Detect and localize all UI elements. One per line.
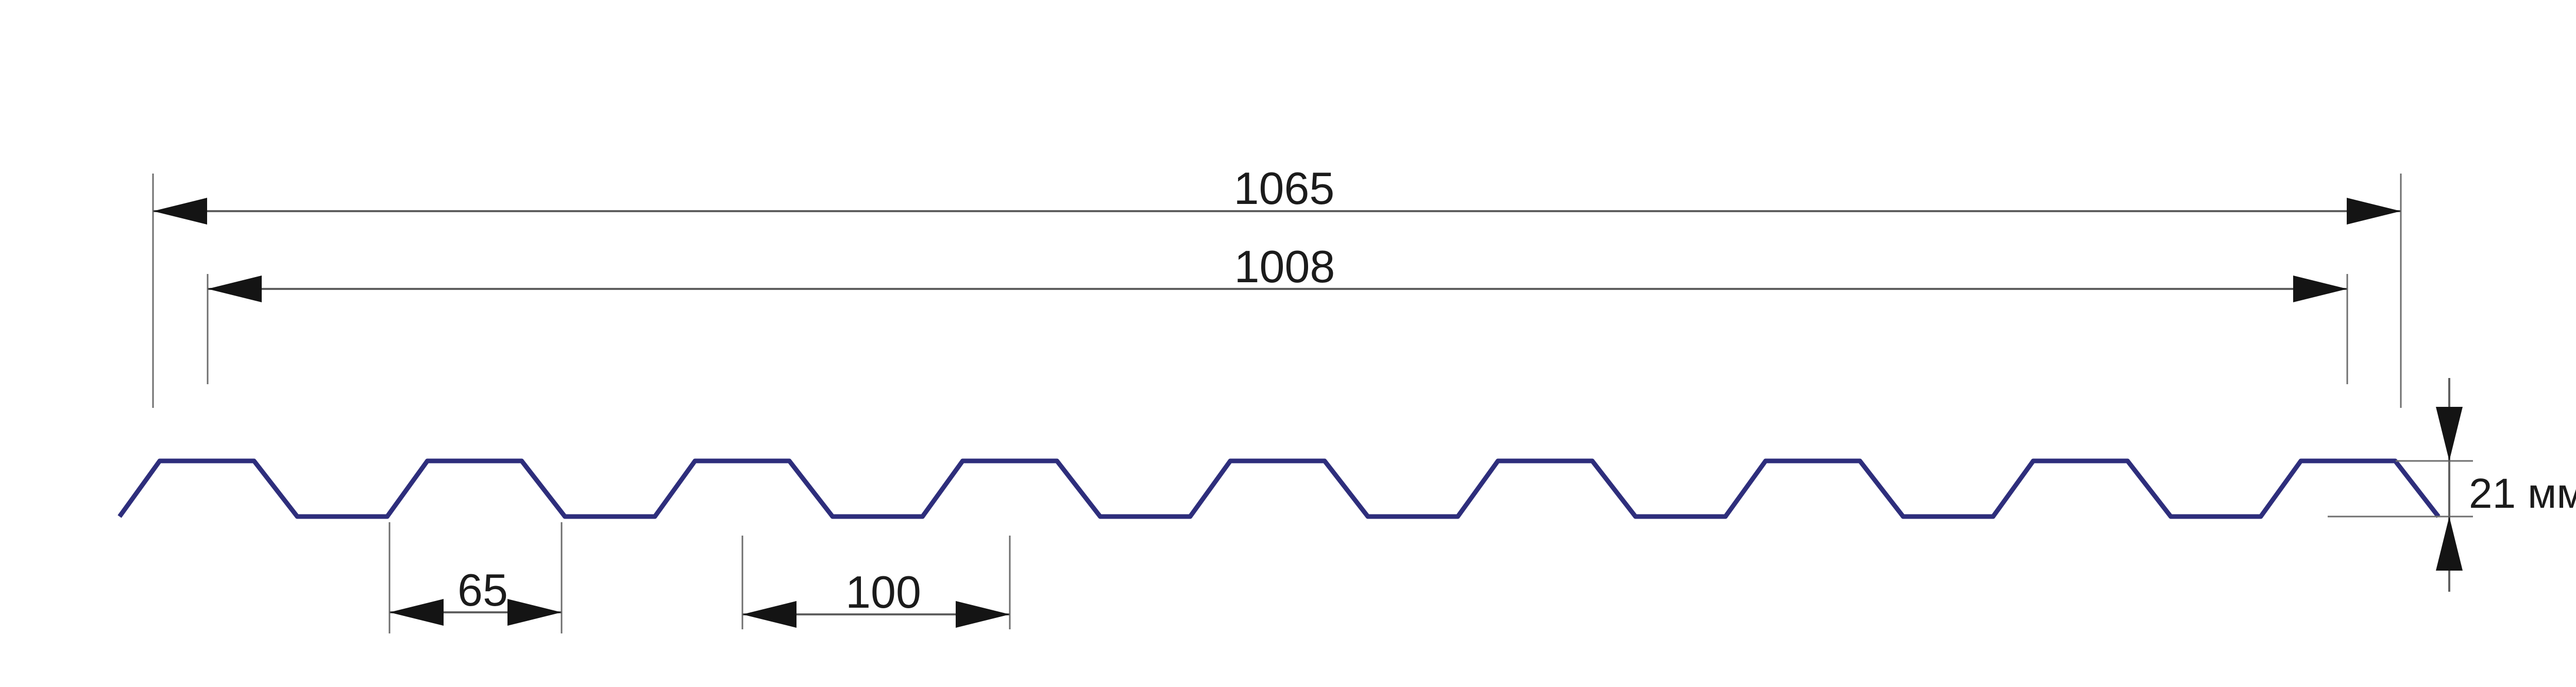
sheet-profile-polyline [117, 458, 2441, 519]
arrowhead-down [2436, 407, 2463, 461]
dimension-rib-pitch: 100 [741, 536, 1011, 629]
arrowhead-up [2436, 517, 2463, 571]
arrowhead-right [507, 599, 562, 626]
dimension-profile-height: 21 мм [2328, 378, 2576, 592]
arrowhead-left [389, 599, 444, 626]
dimension-label-overall: 1065 [1234, 163, 1335, 214]
arrowhead-left [742, 601, 796, 628]
profile-outline [117, 458, 2441, 519]
arrowhead-right [2293, 276, 2347, 302]
arrowhead-right [956, 601, 1010, 628]
dimension-label-working: 1008 [1234, 241, 1335, 292]
dimension-rib-base-width: 65 [388, 522, 563, 633]
dimension-overall-width: 1065 [152, 163, 2402, 408]
dimension-working-width: 1008 [207, 241, 2348, 384]
dimension-label-pitch: 100 [845, 566, 921, 617]
dimension-label-rib-base: 65 [457, 564, 508, 615]
dimension-label-height: 21 мм [2469, 470, 2576, 517]
arrowhead-right [2347, 198, 2401, 225]
arrowhead-left [153, 198, 207, 225]
arrowhead-left [208, 276, 262, 302]
